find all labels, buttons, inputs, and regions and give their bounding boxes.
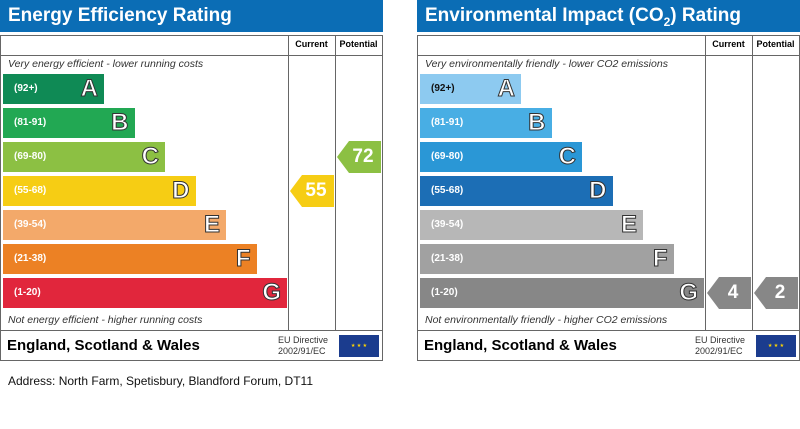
band-letter: E bbox=[620, 211, 637, 239]
eu-flag-icon: ★ ★ ★ bbox=[339, 335, 379, 357]
band-bar-b: (81-91) B bbox=[3, 108, 135, 138]
band-range: (39-54) bbox=[14, 219, 47, 230]
band-bar-a: (92+) A bbox=[3, 74, 104, 104]
band-letter: A bbox=[497, 75, 515, 103]
directive-line: EU Directive bbox=[278, 335, 329, 345]
column-divider bbox=[288, 36, 289, 330]
band-range: (55-68) bbox=[431, 185, 464, 196]
address: Address: North Farm, Spetisbury, Blandfo… bbox=[8, 374, 313, 388]
band-bar-g: (1-20) G bbox=[420, 278, 704, 308]
directive-line: EU Directive bbox=[695, 335, 746, 345]
band-bar-f: (21-38) F bbox=[420, 244, 674, 274]
column-potential: Potential bbox=[756, 39, 795, 49]
band-letter: C bbox=[558, 143, 576, 171]
band-letter: A bbox=[80, 75, 98, 103]
column-potential: Potential bbox=[339, 39, 378, 49]
energy-efficiency-panel: Energy Efficiency Rating Current Potential… bbox=[0, 0, 383, 362]
potential-rating-arrow: 2 bbox=[754, 277, 798, 309]
column-current: Current bbox=[295, 39, 328, 49]
band-letter: D bbox=[589, 177, 607, 205]
footer: England, Scotland & Wales EU Directive 200… bbox=[418, 330, 799, 361]
column-divider bbox=[752, 36, 753, 330]
band-letter: E bbox=[203, 211, 220, 239]
band-bar-e: (39-54) E bbox=[420, 210, 643, 240]
current-rating-arrow: 4 bbox=[707, 277, 751, 309]
top-note: Very energy efficient - lower running co… bbox=[8, 58, 204, 70]
country-label: England, Scotland & Wales bbox=[7, 337, 200, 354]
country-label: England, Scotland & Wales bbox=[424, 337, 617, 354]
column-current: Current bbox=[712, 39, 745, 49]
band-bar-d: (55-68) D bbox=[420, 176, 613, 206]
directive-line: 2002/91/EC bbox=[695, 346, 743, 356]
band-bar-d: (55-68) D bbox=[3, 176, 196, 206]
band-bar-c: (69-80) C bbox=[420, 142, 582, 172]
band-letter: F bbox=[652, 245, 668, 273]
band-range: (81-91) bbox=[431, 117, 464, 128]
column-divider bbox=[335, 36, 336, 330]
band-bar-g: (1-20) G bbox=[3, 278, 287, 308]
potential-rating-arrow: 72 bbox=[337, 141, 381, 173]
band-letter: D bbox=[172, 177, 190, 205]
header-row bbox=[1, 36, 382, 56]
band-range: (1-20) bbox=[14, 287, 41, 298]
current-rating-arrow: 55 bbox=[290, 175, 334, 207]
band-range: (69-80) bbox=[431, 151, 464, 162]
band-range: (92+) bbox=[14, 83, 38, 94]
band-range: (69-80) bbox=[14, 151, 47, 162]
band-range: (21-38) bbox=[431, 253, 464, 264]
chart-title: Environmental Impact (CO2) Rating bbox=[417, 0, 800, 32]
band-bar-f: (21-38) F bbox=[3, 244, 257, 274]
band-letter: B bbox=[111, 109, 129, 137]
band-bar-b: (81-91) B bbox=[420, 108, 552, 138]
band-letter: C bbox=[141, 143, 159, 171]
band-letter: G bbox=[262, 279, 282, 307]
band-range: (1-20) bbox=[431, 287, 458, 298]
band-bar-c: (69-80) C bbox=[3, 142, 165, 172]
band-letter: B bbox=[528, 109, 546, 137]
chart-title: Energy Efficiency Rating bbox=[0, 0, 383, 32]
band-range: (39-54) bbox=[431, 219, 464, 230]
bottom-note: Not energy efficient - higher running co… bbox=[8, 314, 203, 326]
bottom-note: Not environmentally friendly - higher CO… bbox=[425, 314, 668, 326]
column-divider bbox=[705, 36, 706, 330]
band-letter: F bbox=[235, 245, 251, 273]
eu-directive: EU Directive 2002/91/EC bbox=[695, 335, 745, 357]
directive-line: 2002/91/EC bbox=[278, 346, 326, 356]
band-letter: G bbox=[679, 279, 699, 307]
band-range: (81-91) bbox=[14, 117, 47, 128]
eu-flag-icon: ★ ★ ★ bbox=[756, 335, 796, 357]
eu-directive: EU Directive 2002/91/EC bbox=[278, 335, 328, 357]
band-bar-a: (92+) A bbox=[420, 74, 521, 104]
band-range: (92+) bbox=[431, 83, 455, 94]
footer: England, Scotland & Wales EU Directive 200… bbox=[1, 330, 382, 361]
rating-table: Current Potential Very environmentally fri… bbox=[417, 35, 800, 361]
top-note: Very environmentally friendly - lower CO… bbox=[425, 58, 668, 70]
rating-table: Current Potential Very energy efficient - … bbox=[0, 35, 383, 361]
environmental-impact-panel: Environmental Impact (CO2) Rating Current… bbox=[417, 0, 800, 362]
band-range: (55-68) bbox=[14, 185, 47, 196]
header-row bbox=[418, 36, 799, 56]
band-range: (21-38) bbox=[14, 253, 47, 264]
band-bar-e: (39-54) E bbox=[3, 210, 226, 240]
